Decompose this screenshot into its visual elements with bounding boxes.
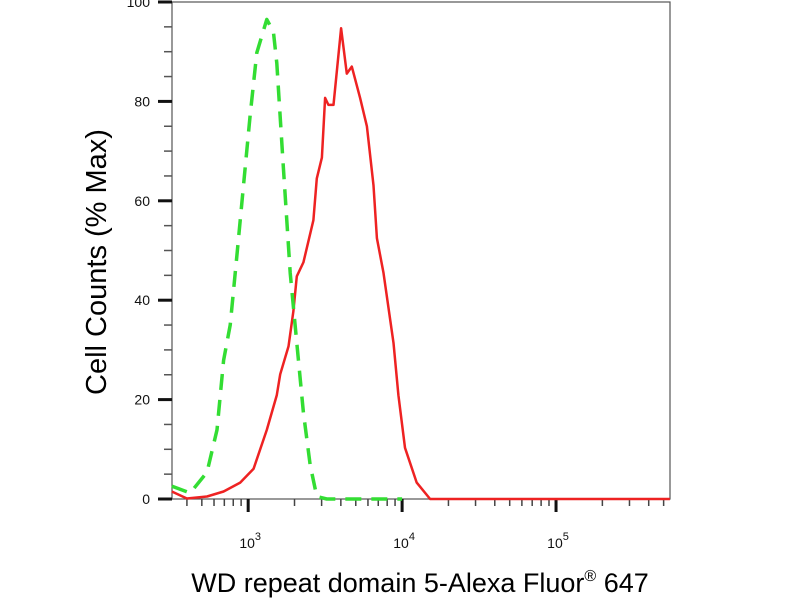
- y-tick-label: 0: [142, 491, 150, 507]
- x-tick-label-exponent: 3: [255, 531, 261, 543]
- x-tick-label-exponent: 4: [409, 531, 415, 543]
- y-tick-label: 40: [134, 292, 150, 308]
- y-tick-label: 60: [134, 193, 150, 209]
- x-axis-label: WD repeat domain 5-Alexa Fluor® 647: [191, 568, 649, 598]
- x-tick-label: 105: [547, 531, 569, 551]
- x-tick-label: 104: [393, 531, 415, 551]
- y-tick-label: 100: [127, 0, 151, 10]
- x-tick-label: 103: [239, 531, 261, 551]
- x-tick-label-exponent: 5: [563, 531, 569, 543]
- y-axis: 0 20 40 60 80 100: [127, 0, 172, 507]
- x-axis-label-main: WD repeat domain 5-Alexa Fluor: [191, 568, 584, 598]
- sample-histogram-line: [171, 27, 670, 501]
- x-tick-label-base: 10: [393, 535, 409, 551]
- x-axis: 103 104 105: [186, 499, 665, 551]
- control-histogram-line: [171, 17, 403, 501]
- x-tick-label-base: 10: [547, 535, 563, 551]
- x-axis-label-registered-mark: ®: [584, 568, 596, 585]
- plot-frame: [171, 1, 671, 500]
- y-tick-label: 80: [134, 93, 150, 109]
- y-axis-label: Cell Counts (% Max): [81, 129, 113, 395]
- x-tick-label-base: 10: [239, 535, 255, 551]
- x-axis-label-suffix: 647: [596, 568, 649, 598]
- y-tick-label: 20: [134, 392, 150, 408]
